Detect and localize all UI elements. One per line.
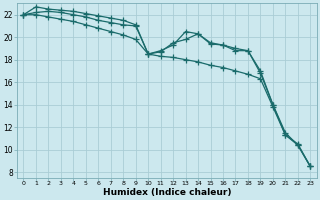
X-axis label: Humidex (Indice chaleur): Humidex (Indice chaleur) [103,188,231,197]
